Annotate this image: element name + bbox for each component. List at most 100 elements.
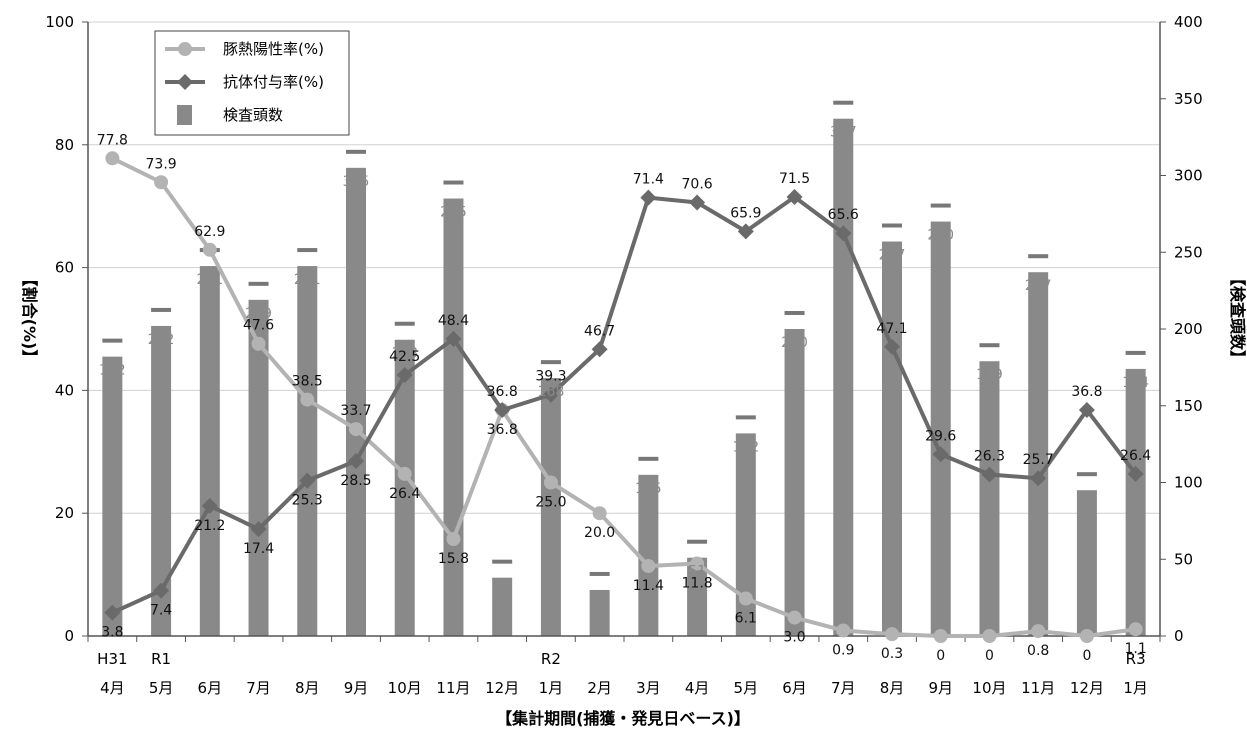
line-data-label: 11.4: [633, 578, 664, 594]
y-left-tick-label: 100: [45, 13, 74, 31]
bar-cap-marker: [102, 338, 123, 343]
line-data-label: 0.8: [1027, 643, 1049, 659]
data-point-marker: [348, 453, 364, 470]
data-point-marker: [542, 386, 559, 403]
line-data-label: 3.8: [101, 625, 123, 641]
data-point-marker: [154, 175, 169, 190]
bar-cap-marker: [687, 539, 708, 544]
label-layer: 182 202 241 219 241 305 193 285 38 168 30 105 51 132 2…: [97, 125, 1152, 664]
axis-layer: 020406080100050100150200250300350400H314…: [45, 13, 1202, 697]
data-point-marker: [689, 194, 706, 211]
line-data-label: 70.6: [682, 177, 713, 193]
x-tick-label-month: 10月: [972, 679, 1006, 697]
bar-data-label: 202: [148, 332, 175, 348]
data-point-marker: [251, 336, 266, 351]
bar-data-label: 337: [830, 125, 857, 141]
line-data-label: 71.4: [633, 172, 664, 188]
legend-antibody-marker-icon: [177, 74, 193, 90]
data-point-marker: [981, 466, 998, 483]
x-tick-label-month: 4月: [685, 679, 710, 697]
data-point-marker: [446, 531, 461, 546]
bar: [346, 167, 366, 636]
x-tick-label-month: 12月: [485, 679, 519, 697]
bar-layer: [102, 100, 1146, 637]
bar-cap-marker: [930, 203, 951, 208]
line-data-label: 0: [1082, 648, 1091, 664]
bar-cap-marker: [1076, 472, 1097, 477]
line-data-label: 11.8: [682, 576, 713, 592]
line-data-label: 25.0: [535, 495, 566, 511]
line-data-label: 26.4: [1120, 448, 1151, 464]
data-point-marker: [835, 225, 852, 242]
legend: 豚熱陽性率(%) 抗体付与率(%) 検査頭数: [154, 30, 350, 136]
line-data-label: 62.9: [194, 224, 225, 240]
line-data-label: 71.5: [779, 171, 810, 187]
data-point-marker: [299, 472, 316, 489]
line-data-label: 39.3: [535, 369, 566, 385]
bar: [735, 433, 756, 636]
data-point-marker: [1128, 622, 1143, 637]
line-data-label: 20.0: [584, 525, 615, 541]
y-right-tick-label: 400: [1174, 13, 1203, 31]
bar: [1076, 490, 1097, 636]
data-point-marker: [787, 610, 802, 625]
bar-cap-marker: [882, 223, 902, 228]
bar: [930, 221, 951, 637]
bar-data-label: 241: [196, 272, 223, 288]
bar-cap-marker: [784, 311, 805, 315]
bar-cap-marker: [833, 100, 854, 105]
bar: [492, 577, 513, 636]
bar-data-label: 257: [879, 248, 906, 264]
bar: [443, 198, 464, 636]
data-point-marker: [1127, 465, 1144, 482]
x-tick-label-era: R3: [1126, 650, 1146, 668]
y-left-tick-label: 40: [55, 381, 74, 399]
bar-data-label: 270: [927, 228, 954, 244]
x-tick-label-month: 7月: [831, 679, 856, 697]
bar-cap-marker: [1028, 254, 1049, 259]
bar-cap-marker: [979, 343, 1000, 348]
bar: [151, 325, 172, 636]
data-point-marker: [201, 497, 218, 514]
bar: [102, 356, 123, 636]
data-point-marker: [1031, 624, 1046, 639]
data-point-marker: [153, 582, 170, 599]
line-data-label: 15.8: [438, 551, 469, 567]
data-point-marker: [640, 189, 657, 206]
data-point-marker: [737, 223, 754, 240]
line-data-label: 25.3: [292, 493, 323, 509]
bar-cap-marker: [492, 559, 513, 564]
bar-cap-marker: [1125, 350, 1146, 355]
x-tick-label-month: 10月: [388, 679, 422, 697]
bar: [784, 329, 805, 636]
data-point-marker: [641, 559, 656, 574]
x-tick-label-month: 5月: [149, 679, 174, 697]
line-layer: [104, 151, 1144, 643]
bar-data-label: 105: [635, 481, 662, 497]
data-point-marker: [982, 629, 997, 643]
x-tick-label-month: 11月: [436, 679, 470, 697]
bar-data-label: 200: [781, 335, 808, 351]
x-tick-label-era: R1: [151, 650, 171, 668]
data-point-marker: [690, 556, 705, 571]
bar-data-label: 193: [391, 346, 418, 362]
bar-data-label: 174: [1122, 375, 1149, 391]
bar: [394, 339, 415, 636]
data-point-marker: [397, 466, 412, 481]
line-data-label: 47.1: [876, 321, 907, 337]
line-data-label: 0: [985, 648, 994, 664]
x-tick-label-month: 7月: [246, 679, 271, 697]
data-point-marker: [396, 367, 413, 384]
line-data-label: 0: [936, 648, 945, 664]
bar-cap-marker: [297, 248, 318, 253]
line-data-label: 36.8: [487, 384, 518, 400]
line-data-label: 1.1: [1125, 641, 1147, 657]
bar-cap-marker: [346, 149, 366, 154]
x-tick-label-month: 9月: [928, 679, 953, 697]
bar-data-label: 51: [688, 564, 706, 580]
bar: [199, 266, 220, 636]
bar: [540, 378, 561, 636]
line-data-label: 65.9: [730, 205, 761, 221]
line-data-label: 6.1: [735, 611, 757, 627]
x-tick-label-month: 1月: [539, 679, 564, 697]
